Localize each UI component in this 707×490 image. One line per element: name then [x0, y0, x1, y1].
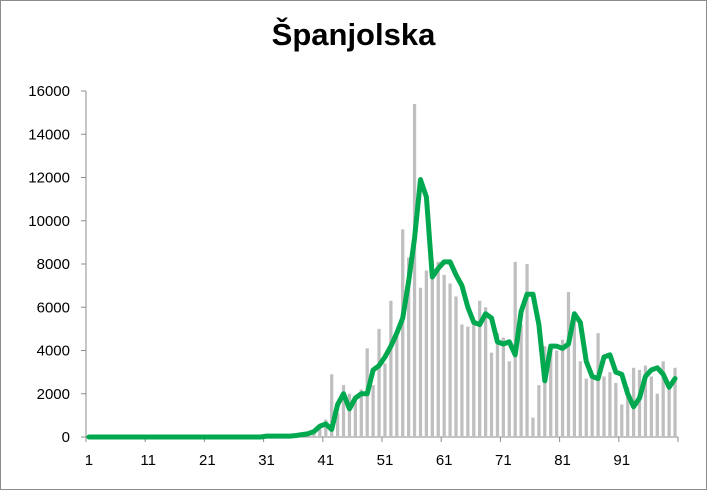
- x-tick-label: 1: [85, 452, 93, 469]
- bar: [602, 376, 606, 437]
- bar: [466, 326, 470, 437]
- bar: [614, 382, 618, 437]
- bar: [578, 361, 582, 437]
- y-tick-label: 16000: [28, 83, 70, 100]
- bar: [667, 382, 671, 437]
- bar: [335, 413, 340, 437]
- x-tick-label: 41: [317, 452, 334, 469]
- bar: [507, 361, 511, 437]
- bar: [377, 328, 381, 437]
- bar: [596, 333, 600, 437]
- bar: [318, 426, 322, 437]
- bar: [430, 259, 434, 437]
- y-tick-label: 12000: [28, 170, 70, 187]
- bar: [389, 300, 393, 437]
- x-tick-label: 21: [199, 452, 216, 469]
- bar: [501, 337, 505, 437]
- bar: [347, 393, 352, 437]
- x-tick-label: 71: [495, 452, 512, 469]
- bar: [330, 374, 334, 437]
- bar: [584, 378, 588, 437]
- bar: [371, 385, 375, 437]
- chart-title: Španjolska: [271, 17, 436, 52]
- bar: [401, 229, 405, 437]
- bar: [620, 404, 624, 437]
- x-tick-label: 31: [258, 452, 275, 469]
- bar: [643, 365, 648, 437]
- y-tick-label: 2000: [37, 386, 70, 403]
- bar: [655, 393, 659, 437]
- bar: [460, 324, 464, 437]
- bar: [483, 307, 488, 437]
- bar: [626, 387, 630, 437]
- bar: [549, 348, 553, 437]
- bar: [590, 374, 594, 437]
- bar: [478, 300, 482, 437]
- bar: [454, 296, 458, 437]
- x-tick-label: 11: [140, 452, 156, 469]
- y-tick-label: 14000: [28, 126, 70, 143]
- bar: [359, 389, 363, 437]
- bar: [673, 367, 677, 437]
- y-tick-label: 6000: [37, 299, 70, 316]
- bar: [383, 363, 387, 437]
- bar: [424, 270, 429, 437]
- bar: [395, 333, 399, 437]
- bar: [448, 283, 452, 437]
- bar: [531, 417, 535, 437]
- bar: [560, 339, 565, 437]
- bar: [489, 352, 494, 437]
- bar: [572, 318, 577, 437]
- bar: [442, 274, 446, 437]
- bar: [341, 385, 346, 437]
- x-tick-label: 81: [554, 452, 571, 469]
- bar: [566, 292, 571, 437]
- bar: [608, 372, 612, 437]
- bar: [495, 333, 500, 437]
- bar: [418, 287, 423, 437]
- bar: [525, 264, 529, 437]
- bar: [436, 261, 440, 437]
- bar: [407, 257, 411, 437]
- y-tick-label: 10000: [28, 213, 70, 230]
- bar: [543, 346, 547, 437]
- x-tick-label: 51: [377, 452, 394, 469]
- bar: [649, 376, 653, 437]
- bar: [412, 103, 417, 437]
- y-tick-label: 8000: [37, 256, 70, 273]
- bar: [637, 369, 642, 437]
- y-tick-label: 0: [62, 429, 70, 446]
- bar: [555, 350, 559, 437]
- moving-average-line: [86, 177, 678, 440]
- y-tick-label: 4000: [37, 343, 70, 360]
- bar: [353, 400, 357, 437]
- bar: [519, 324, 523, 437]
- x-tick-label: 61: [436, 452, 453, 469]
- x-tick-label: 91: [613, 452, 630, 469]
- bar: [537, 385, 541, 437]
- bar: [472, 322, 476, 437]
- bar: [324, 419, 328, 437]
- bar: [661, 361, 665, 437]
